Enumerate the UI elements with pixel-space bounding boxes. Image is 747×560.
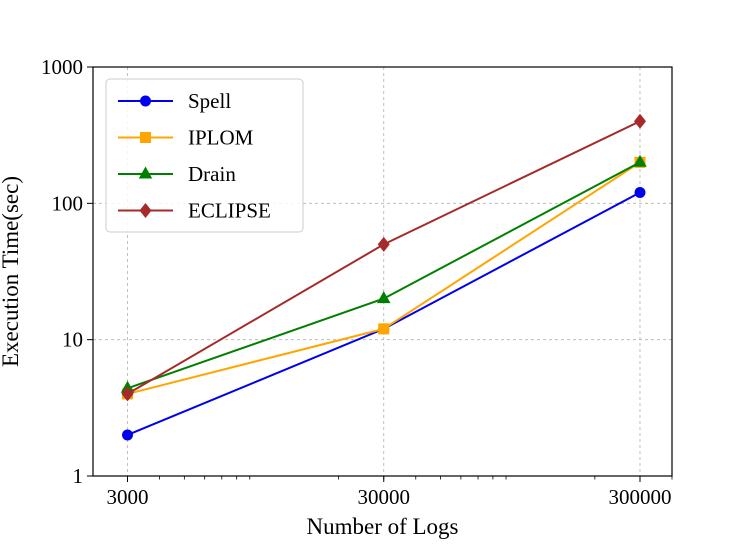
legend: Spell IPLOM Drain ECLIPSE <box>105 78 304 233</box>
x-tick-label: 300000 <box>608 485 671 509</box>
data-point-drain <box>633 154 647 167</box>
y-tick-label: 1000 <box>41 55 83 79</box>
legend-box <box>105 78 304 233</box>
legend-label: ECLIPSE <box>188 199 271 223</box>
y-tick-label: 10 <box>62 328 83 352</box>
data-point-eclipse <box>121 386 134 402</box>
legend-marker <box>140 95 151 107</box>
y-tick-label: 100 <box>52 191 84 215</box>
data-point-spell <box>122 429 134 441</box>
legend-item-iplom: IPLOM <box>118 126 254 150</box>
legend-marker <box>140 132 151 143</box>
x-tick-label: 30000 <box>358 485 411 509</box>
series-eclipse <box>121 113 646 402</box>
legend-label: Spell <box>188 89 231 113</box>
data-point-eclipse <box>633 113 646 129</box>
series-layer <box>120 113 647 441</box>
data-point-eclipse <box>377 236 390 252</box>
legend-label: IPLOM <box>188 126 254 150</box>
legend-item-spell: Spell <box>118 89 231 113</box>
legend-marker <box>139 203 152 218</box>
x-axis-label: Number of Logs <box>306 514 458 539</box>
y-axis: 1 10 100 1000 <box>41 55 93 488</box>
data-point-iplom <box>378 323 390 335</box>
x-tick-label: 3000 <box>107 485 149 509</box>
y-tick-label: 1 <box>73 464 84 488</box>
y-axis-label: Execution Time(sec) <box>0 176 23 367</box>
data-point-drain <box>377 291 391 304</box>
legend-item-eclipse: ECLIPSE <box>118 199 271 223</box>
legend-label: Drain <box>188 162 236 186</box>
x-axis: 3000 30000 300000 <box>107 476 671 509</box>
plot-frame <box>92 66 673 477</box>
data-point-spell <box>634 187 646 199</box>
legend-marker <box>138 166 153 179</box>
legend-item-drain: Drain <box>118 162 236 186</box>
